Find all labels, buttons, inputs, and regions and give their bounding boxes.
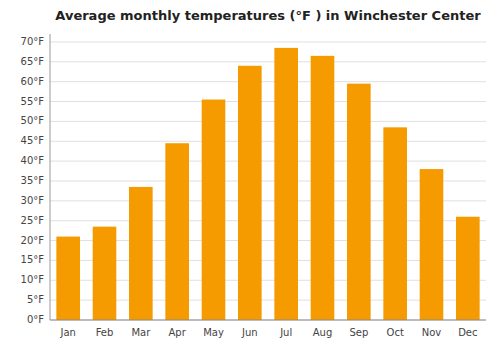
y-axis-line	[50, 34, 51, 320]
bar	[456, 217, 480, 320]
grid-line	[50, 81, 486, 82]
y-tick-label: 60°F	[21, 76, 45, 87]
grid-line	[50, 41, 486, 42]
chart: Average monthly temperatures (°F ) in Wi…	[0, 0, 500, 350]
grid-line	[50, 61, 486, 62]
x-axis-line	[50, 320, 486, 321]
bar	[420, 169, 444, 320]
y-tick-label: 25°F	[21, 215, 45, 226]
y-tick-label: 35°F	[21, 175, 45, 186]
bar	[165, 143, 189, 320]
x-tick-label: Sep	[349, 327, 368, 338]
x-tick-label: May	[203, 327, 224, 338]
x-tick-label: Oct	[387, 327, 404, 338]
grid	[50, 42, 486, 320]
x-tick-label: Jun	[241, 327, 258, 338]
x-axis: Jan Feb Mar Apr May Jun Jul Aug Sep Oct Nov Dec	[59, 327, 477, 338]
bar	[347, 84, 371, 320]
x-tick-label: Mar	[131, 327, 151, 338]
x-tick-label: Aug	[313, 327, 333, 338]
bar	[274, 48, 298, 320]
bar	[311, 56, 335, 320]
y-axis: 0°F 5°F 10°F 15°F 20°F 25°F 30°F 35°F 40°F 45°F 50…	[21, 36, 45, 325]
y-tick-label: 40°F	[21, 155, 45, 166]
bar	[202, 100, 226, 320]
bar	[383, 127, 407, 320]
x-tick-label: Jan	[59, 327, 75, 338]
x-tick-label: Apr	[169, 327, 187, 338]
x-tick-label: Nov	[422, 327, 442, 338]
y-tick-label: 55°F	[21, 96, 45, 107]
grid-line	[50, 161, 486, 162]
grid-line	[50, 121, 486, 122]
grid-line	[50, 320, 486, 321]
y-tick-label: 70°F	[21, 36, 45, 47]
y-tick-label: 5°F	[27, 294, 44, 305]
grid-line	[50, 141, 486, 142]
x-tick-label: Feb	[96, 327, 114, 338]
bars	[56, 48, 479, 320]
y-tick-label: 50°F	[21, 115, 45, 126]
grid-line	[50, 101, 486, 102]
x-tick-label: Jul	[279, 327, 292, 338]
y-tick-label: 10°F	[21, 274, 45, 285]
y-tick-label: 0°F	[27, 314, 44, 325]
bar	[56, 237, 80, 320]
y-tick-label: 20°F	[21, 235, 45, 246]
bar	[129, 187, 153, 320]
y-tick-label: 45°F	[21, 135, 45, 146]
x-tick-label: Dec	[458, 327, 477, 338]
y-tick-label: 65°F	[21, 56, 45, 67]
bar	[238, 66, 262, 320]
chart-container: Average monthly temperatures (°F ) in Wi…	[0, 0, 500, 350]
title: Average monthly temperatures (°F ) in Wi…	[55, 8, 481, 23]
y-tick-label: 15°F	[21, 254, 45, 265]
bar	[93, 227, 117, 320]
y-tick-label: 30°F	[21, 195, 45, 206]
